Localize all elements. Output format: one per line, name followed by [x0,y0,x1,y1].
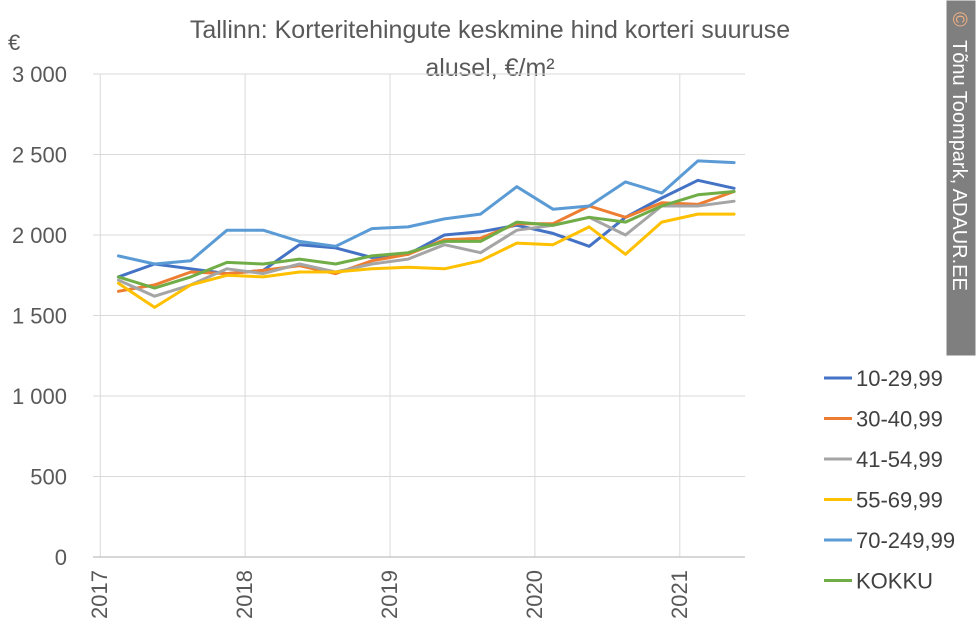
y-tick-label: 1 000 [12,384,67,409]
credit-box [945,0,977,357]
legend-label: 10-29,99 [856,366,943,391]
legend-label: KOKKU [856,569,933,594]
x-tick-label: 2020 [522,570,547,619]
y-tick-label: 3 000 [12,62,67,87]
series-line [116,178,736,279]
legend-label: 41-54,99 [856,447,943,472]
y-tick-label: 2 000 [12,223,67,248]
y-tick-labels: 0 500 1 000 1 500 2 000 2 500 3 000 [12,62,67,570]
x-tick-label: 2018 [232,570,257,619]
chart-title: Tallinn: Korteritehingute keskmine hind … [190,16,790,82]
series-line [116,212,736,309]
x-tick-label: 2017 [87,570,112,619]
y-tick-label: 2 500 [12,143,67,168]
credit-symbol: © [948,12,970,27]
y-tick-label: 500 [30,465,67,490]
y-tick-label: 1 500 [12,304,67,329]
grid [93,73,745,558]
x-tick-labels: 2017 2018 2019 2020 2021 [87,570,692,619]
legend-label: 55-69,99 [856,488,943,513]
legend-label: 70-249,99 [856,528,955,553]
chart-title-line-2: alusel, €/m² [425,54,554,82]
chart-title-line-1: Tallinn: Korteritehingute keskmine hind … [190,16,790,44]
series-line [116,199,736,298]
x-tick-label: 2021 [667,570,692,619]
x-tick-label: 2019 [377,570,402,619]
credit-text: Tõnu Toompark, ADAUR.EE [948,40,970,291]
legend-label: 30-40,99 [856,407,943,432]
legend: 10-29,99 30-40,99 41-54,99 55-69,99 70-249,9… [824,366,955,594]
credit-watermark: © Tõnu Toompark, ADAUR.EE [945,0,977,357]
y-tick-label: 0 [55,545,67,570]
series-lines [116,159,736,309]
y-axis-unit: € [8,30,20,55]
series-line [116,159,736,266]
series-line [116,190,736,290]
